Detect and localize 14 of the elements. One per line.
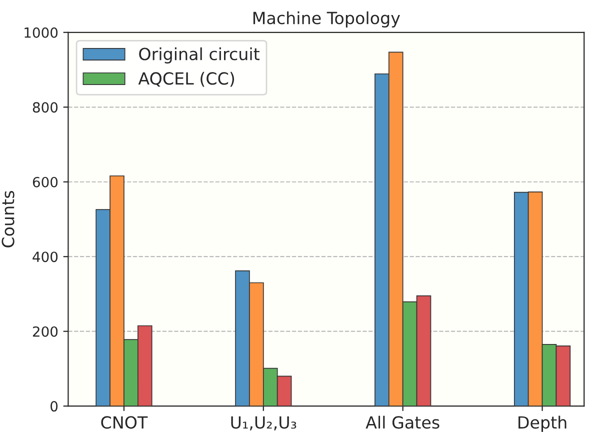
legend-label: Original circuit [139, 47, 260, 64]
y-axis-title: Counts [2, 190, 14, 248]
y-tick-label: 400 [32, 252, 58, 262]
y-tick-label: 600 [32, 176, 58, 188]
y-tick-label: 0 [50, 401, 58, 412]
chart-title: Machine Topology [253, 11, 400, 28]
x-tick-label: All Gates [366, 416, 440, 429]
x-tick-label: Depth [518, 416, 566, 432]
y-tick-label: 200 [32, 326, 58, 337]
x-tick-label: CNOT [101, 416, 148, 429]
x-tick-label: U₁,U₂,U₃ [231, 416, 296, 430]
y-tick-label: 800 [32, 102, 58, 113]
legend-label: AQCEL (CC) [138, 72, 234, 87]
y-tick-label: 1000 [24, 27, 58, 38]
